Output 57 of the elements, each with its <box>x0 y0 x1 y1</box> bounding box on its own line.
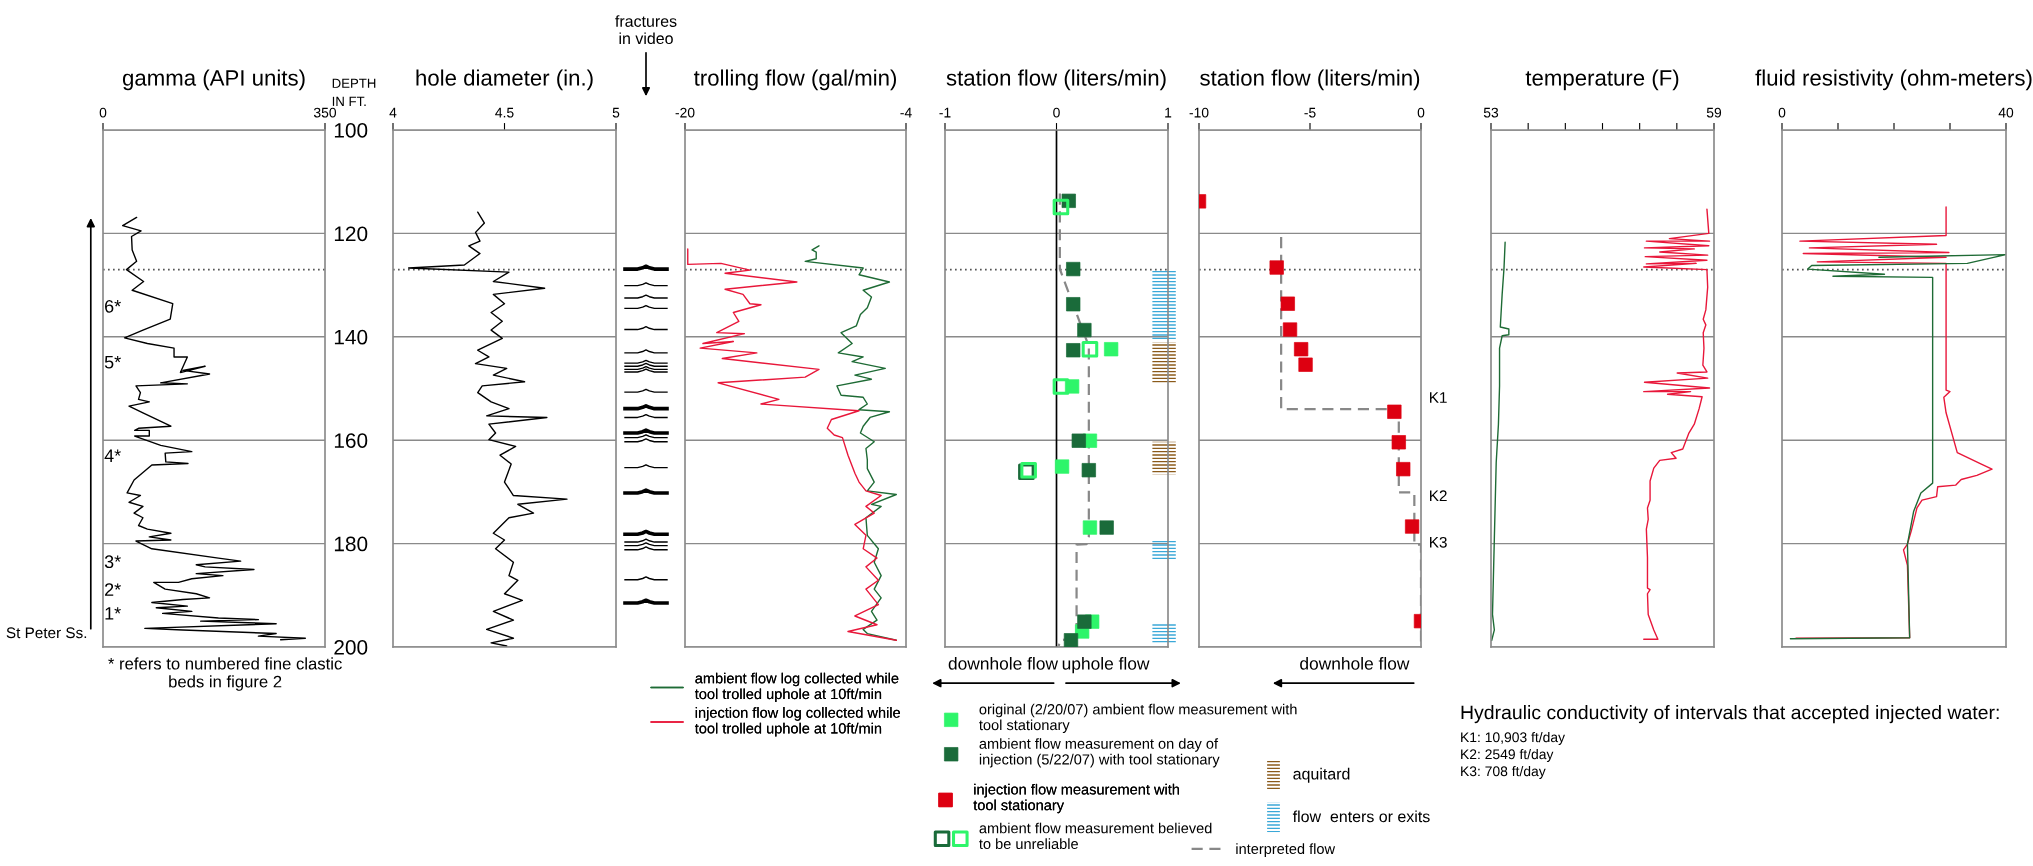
x-tick-label: 59 <box>1706 107 1722 118</box>
text: K1: 10,903 ft/day <box>1461 732 1565 745</box>
x-tick-label: 350 <box>313 107 337 118</box>
x-tick-label: 0 <box>99 107 107 118</box>
x-tick-label: -10 <box>1189 107 1209 118</box>
annotation: 1* <box>105 607 121 620</box>
annotation: 6* <box>105 299 121 313</box>
annotation: 3* <box>104 555 121 569</box>
x-tick-label: 4 <box>389 107 397 118</box>
annotation: 5* <box>104 355 121 369</box>
legend-label: interpreted flow <box>1236 843 1336 857</box>
x-tick-label: 0 <box>1778 107 1786 118</box>
chart-title: trolling flow (gal/min) <box>693 69 897 91</box>
annotation: 2* <box>105 583 121 596</box>
text: downhole flow <box>1300 657 1410 670</box>
x-tick-label: 0 <box>1417 107 1425 118</box>
x-tick-label: 53 <box>1483 107 1499 118</box>
chart-title: temperature (F) <box>1525 69 1679 91</box>
y-tick-label: 200 <box>334 640 368 655</box>
x-tick-label: -5 <box>1304 107 1316 118</box>
legend-label: injection flow measurement with tool stationary <box>973 783 1179 814</box>
text: uphole flow <box>1062 657 1150 674</box>
legend-label: ambient flow measurement believed to be unreliable <box>979 822 1212 850</box>
text: K2 <box>1430 490 1447 502</box>
x-tick-label: -4 <box>900 107 912 118</box>
y-tick-label: 160 <box>334 433 368 448</box>
text: St Peter Ss. <box>6 627 87 639</box>
text: K2: 2549 ft/day <box>1461 749 1554 762</box>
text: K3: 708 ft/day <box>1461 766 1546 779</box>
text: downhole flow <box>948 657 1059 670</box>
y-tick-label: 100 <box>334 123 368 138</box>
legend-label: ambient flow measurement on day of injection (5/22/07) with tool stationary <box>979 738 1220 768</box>
y-tick-label: 120 <box>334 226 368 242</box>
x-tick-label: -1 <box>939 107 951 118</box>
legend-label: aquitard <box>1293 767 1350 783</box>
chart-title: station flow (liters/min) <box>946 69 1166 91</box>
y-tick-label: 180 <box>334 536 368 552</box>
y-axis-title: DEPTH IN FT. <box>332 78 376 106</box>
y-tick-label: 140 <box>334 329 368 345</box>
chart-title: fluid resistivity (ohm-meters) <box>1755 69 2032 91</box>
text: Hydraulic conductivity of intervals that accepted injected water: <box>1461 705 1999 724</box>
legend-label: flow enters or exits <box>1292 810 1430 823</box>
x-tick-label: 5 <box>612 107 620 118</box>
text: fractures in video <box>615 15 677 45</box>
legend-label: injection flow log collected while tool trolled uphole at 10ft/min <box>694 707 901 737</box>
chart-title: station flow (liters/min) <box>1200 69 1420 91</box>
text: K3 <box>1430 536 1447 548</box>
x-tick-label: 40 <box>1998 107 2014 118</box>
x-tick-label: 1 <box>1165 107 1172 118</box>
chart-title: hole diameter (in.) <box>416 69 593 91</box>
x-tick-label: 0 <box>1053 107 1060 118</box>
annotation: 4* <box>104 449 121 462</box>
text: * refers to numbered fine clastic beds in figure 2 <box>108 657 342 691</box>
chart-title: gamma (API units) <box>122 69 305 91</box>
x-tick-label: -20 <box>675 107 695 118</box>
text: K1 <box>1430 392 1447 403</box>
x-tick-label: 4.5 <box>495 107 514 118</box>
